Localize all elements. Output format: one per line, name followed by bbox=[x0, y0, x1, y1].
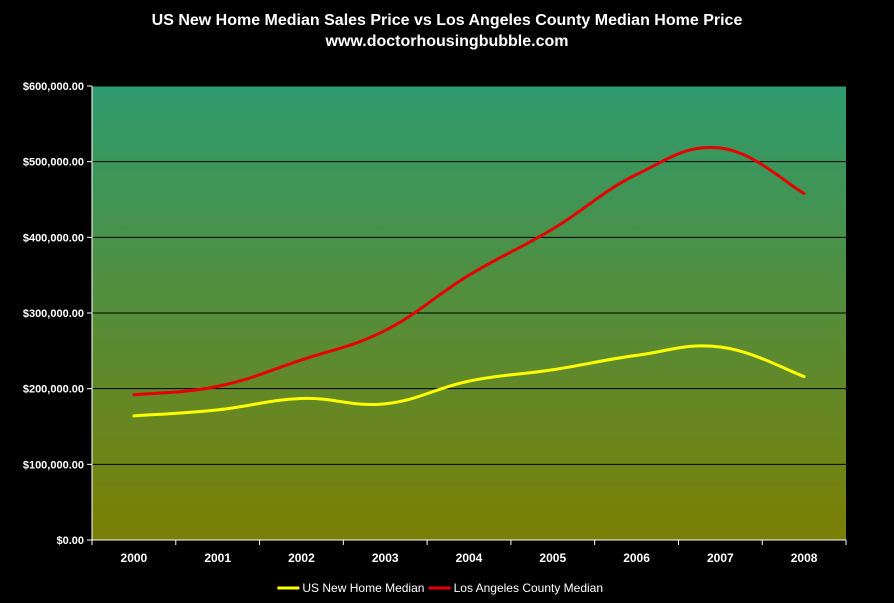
legend-label: US New Home Median bbox=[302, 581, 424, 595]
y-tick-label: $0.00 bbox=[56, 535, 84, 547]
x-tick-label: 2003 bbox=[372, 551, 399, 565]
x-tick-label: 2006 bbox=[623, 551, 650, 565]
x-tick-label: 2005 bbox=[539, 551, 566, 565]
y-tick-label: $600,000.00 bbox=[23, 81, 84, 93]
y-tick-label: $300,000.00 bbox=[23, 308, 84, 320]
x-tick-label: 2001 bbox=[204, 551, 231, 565]
legend-label: Los Angeles County Median bbox=[454, 581, 603, 595]
y-tick-label: $400,000.00 bbox=[23, 232, 84, 244]
x-tick-label: 2007 bbox=[707, 551, 734, 565]
x-tick-label: 2000 bbox=[121, 551, 148, 565]
chart-title: US New Home Median Sales Price vs Los An… bbox=[151, 12, 743, 29]
x-tick-label: 2008 bbox=[791, 551, 818, 565]
chart-header: US New Home Median Sales Price vs Los An… bbox=[0, 10, 894, 52]
series-line-1 bbox=[132, 344, 806, 418]
series-line-2 bbox=[132, 145, 806, 397]
y-tick-label: $200,000.00 bbox=[23, 384, 84, 396]
y-tick-label: $500,000.00 bbox=[23, 157, 84, 169]
x-tick-label: 2002 bbox=[288, 551, 315, 565]
chart-subtitle: www.doctorhousingbubble.com bbox=[325, 33, 569, 50]
x-tick-label: 2004 bbox=[456, 551, 483, 565]
y-tick-label: $100,000.00 bbox=[23, 459, 84, 471]
